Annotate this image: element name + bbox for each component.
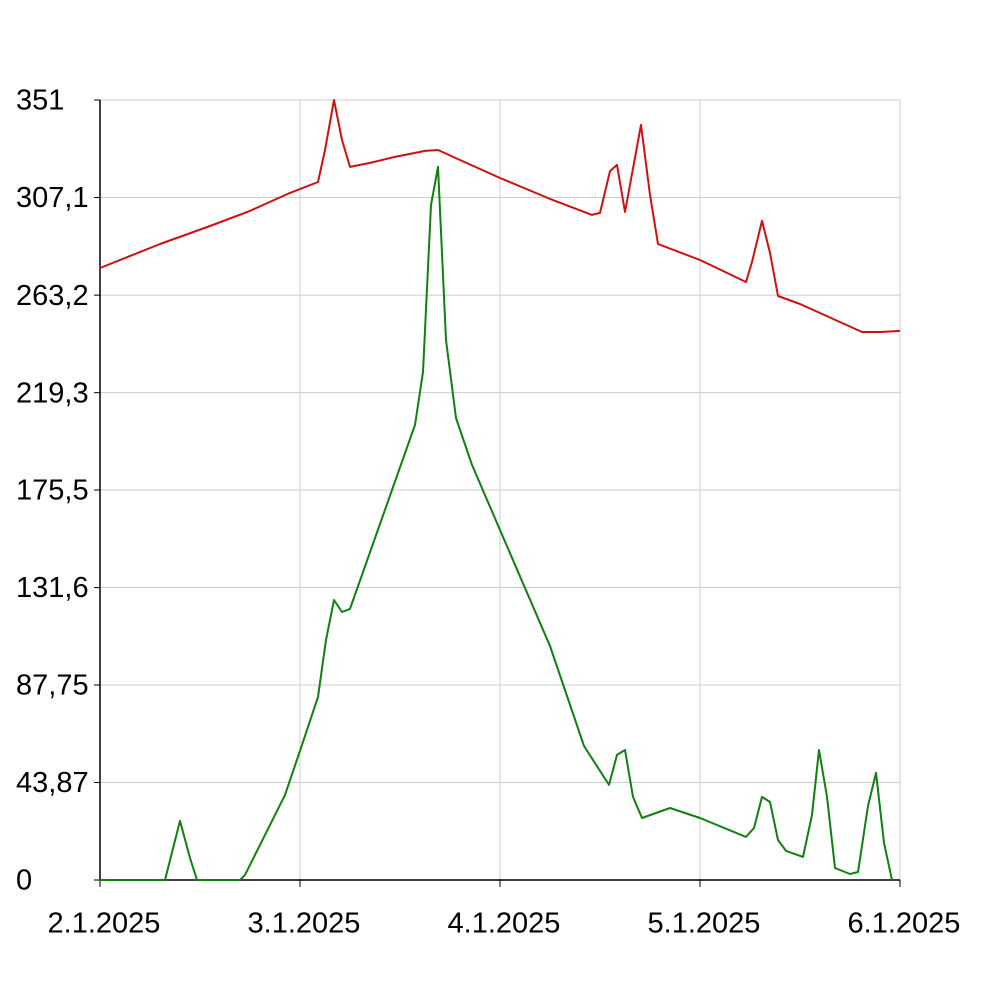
y-tick-label: 175,5 xyxy=(16,475,89,507)
x-tick-label: 5.1.2025 xyxy=(648,908,761,940)
y-tick-label: 307,1 xyxy=(16,182,89,214)
x-tick-label: 4.1.2025 xyxy=(448,908,561,940)
y-tick-label: 263,2 xyxy=(16,280,89,312)
line-series xyxy=(99,99,901,333)
y-tick-label: 219,3 xyxy=(16,377,89,409)
y-tick-label: 131,6 xyxy=(16,572,89,604)
y-tick-label: 0 xyxy=(16,865,32,897)
x-tick-label: 2.1.2025 xyxy=(48,908,161,940)
x-tick-label: 3.1.2025 xyxy=(248,908,361,940)
line-series xyxy=(100,165,893,881)
x-tick-label: 6.1.2025 xyxy=(848,908,961,940)
y-tick-label: 87,75 xyxy=(16,670,89,702)
y-tick-label: 43,87 xyxy=(16,767,89,799)
y-tick-label: 351 xyxy=(16,85,64,117)
